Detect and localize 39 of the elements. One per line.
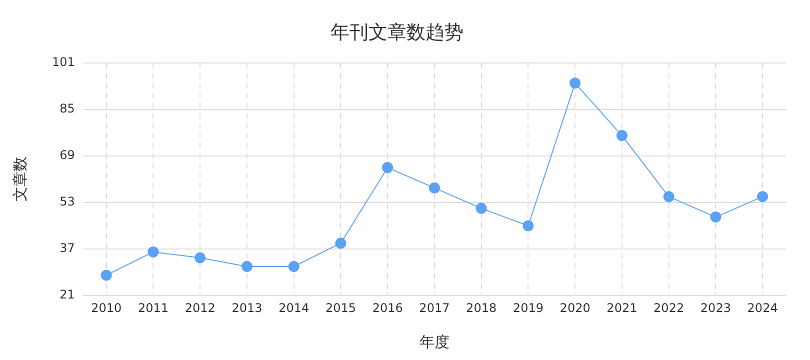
- y-tick-label: 53: [60, 194, 75, 209]
- x-tick-label: 2011: [138, 300, 168, 315]
- y-tick-label: 69: [60, 148, 75, 162]
- point: [288, 261, 300, 272]
- x-tick-label: 2018: [466, 300, 497, 315]
- y-tick-label: 85: [60, 101, 75, 116]
- y-tick-label: 21: [60, 288, 75, 302]
- x-tick-label: 2013: [232, 300, 262, 315]
- y-axis-title: 文章数: [10, 156, 29, 202]
- point: [382, 162, 394, 174]
- point: [616, 130, 628, 142]
- point: [522, 220, 534, 232]
- point: [241, 261, 252, 272]
- x-tick-label: 2014: [278, 300, 310, 315]
- point: [476, 202, 487, 214]
- x-tick-label: 2021: [606, 300, 638, 315]
- chart-title: 年刊文章数趋势: [330, 21, 464, 44]
- point: [148, 246, 159, 258]
- x-tick-label: 2022: [654, 300, 684, 315]
- x-tick-label: 2010: [91, 300, 122, 315]
- x-tick-label: 2024: [747, 300, 778, 315]
- point: [194, 252, 206, 264]
- point: [428, 182, 440, 194]
- point: [100, 270, 112, 281]
- x-tick-label: 2016: [372, 300, 403, 315]
- x-axis-title: 年度: [419, 332, 450, 351]
- point: [570, 78, 581, 89]
- x-tick-label: 2023: [700, 300, 731, 315]
- x-tick-label: 2020: [560, 300, 590, 315]
- x-tick-label: 2017: [419, 300, 450, 315]
- y-tick-label: 101: [52, 54, 75, 69]
- point: [710, 212, 722, 223]
- point: [663, 191, 674, 202]
- x-tick-label: 2012: [184, 300, 216, 315]
- x-tick-label: 2015: [325, 300, 356, 315]
- y-tick-label: 37: [60, 241, 75, 256]
- point: [335, 238, 346, 249]
- point: [757, 191, 768, 202]
- x-tick-label: 2019: [512, 300, 544, 315]
